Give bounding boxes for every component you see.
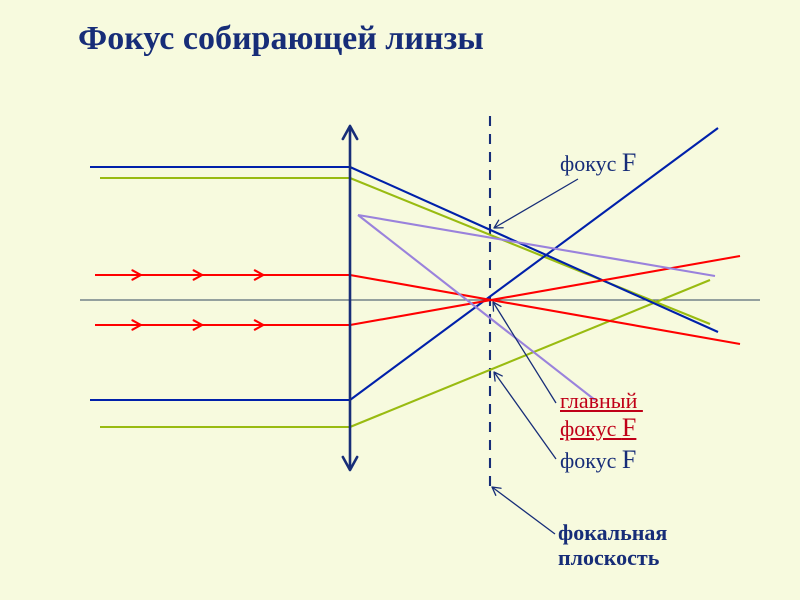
label-focus-bottom: фокус F — [560, 445, 636, 475]
label-focus-top: фокус F — [560, 148, 636, 178]
slide: Фокус собирающей линзы фокус F главный ф… — [0, 0, 800, 600]
label-main-focus: главный фокус F — [560, 388, 643, 443]
diagram-svg — [0, 0, 800, 600]
label-focal-plane: фокальнаяплоскость — [558, 520, 667, 571]
